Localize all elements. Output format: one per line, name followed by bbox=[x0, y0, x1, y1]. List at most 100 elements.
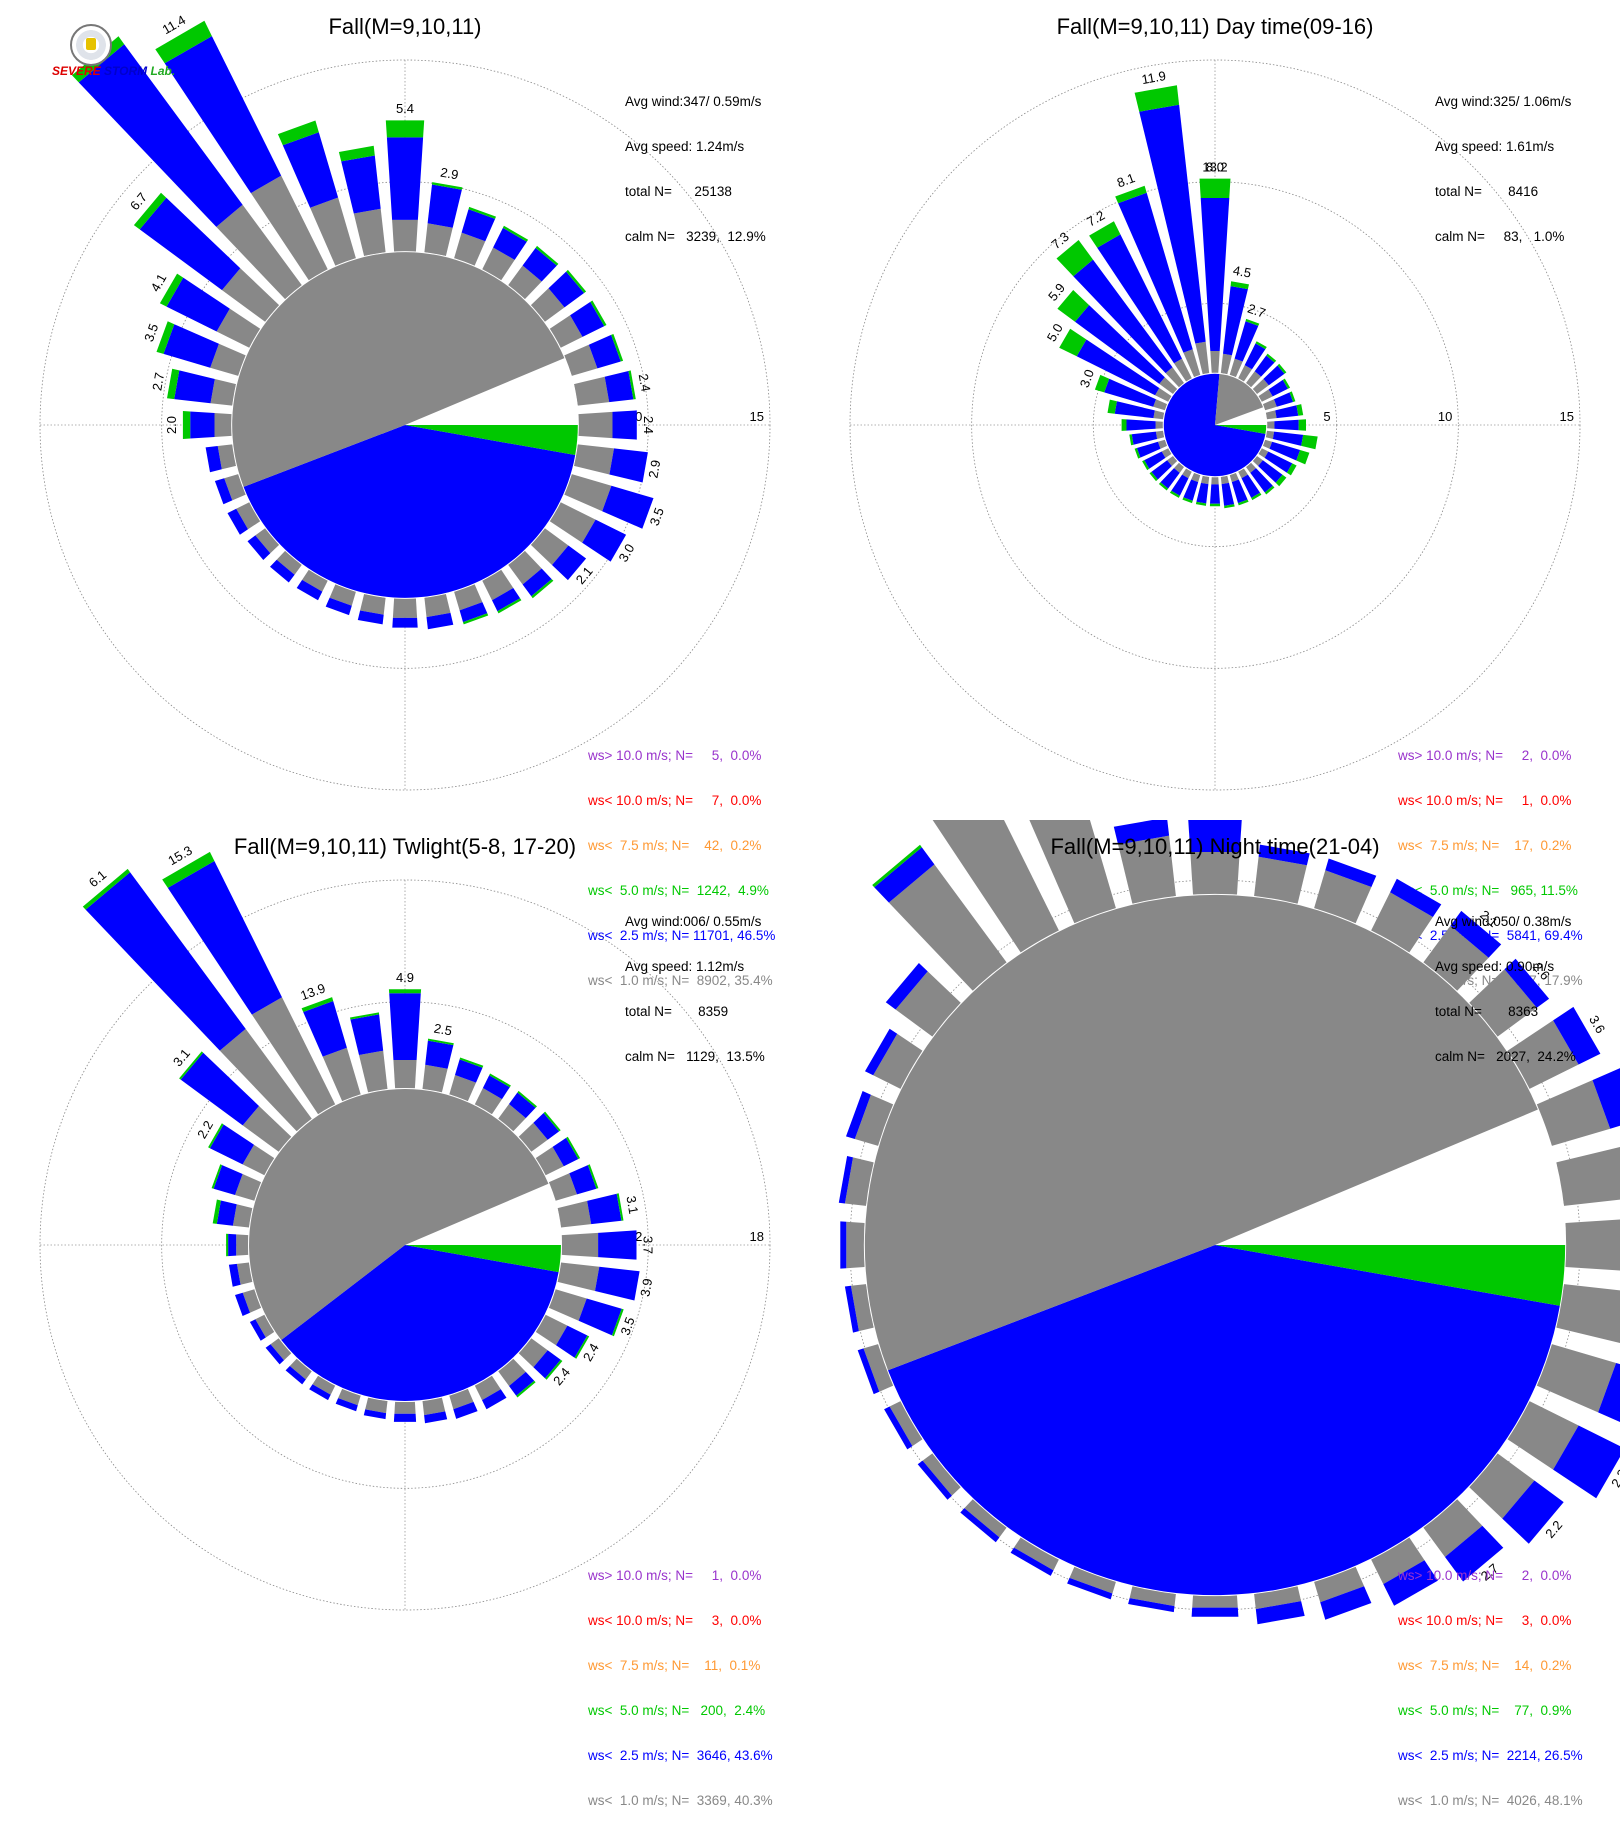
rose-bar-segment bbox=[1200, 179, 1231, 198]
rose-bar-segment bbox=[236, 1234, 248, 1255]
rose-bar-segment bbox=[359, 1051, 388, 1093]
panel-fall-all: 510155.42.92.42.42.93.53.02.12.02.73.54.… bbox=[0, 0, 810, 820]
rose-bar-segment bbox=[393, 1060, 416, 1088]
rose-bar-segment bbox=[341, 156, 381, 214]
avg-wind: Avg wind:006/ 0.55m/s bbox=[625, 914, 765, 929]
bar-value-label: 13.2 bbox=[1202, 160, 1227, 175]
avg-speed: Avg speed: 1.61m/s bbox=[1435, 139, 1571, 154]
bar-value-label: 8.1 bbox=[1115, 170, 1137, 190]
rose-bar-segment bbox=[183, 411, 190, 439]
rose-bar-segment bbox=[174, 370, 215, 403]
bar-value-label: 2.7 bbox=[149, 371, 167, 391]
avg-wind: Avg wind:050/ 0.38m/s bbox=[1435, 914, 1576, 929]
bar-value-label: 6.1 bbox=[86, 867, 109, 890]
panel-fall-twilight: 612184.92.53.13.73.93.52.42.42.23.16.115… bbox=[0, 820, 810, 1640]
rose-bar-segment bbox=[190, 412, 214, 439]
logo-text: SEVERE STORM Lab. bbox=[52, 64, 175, 78]
rose-bar-segment bbox=[394, 1414, 416, 1422]
bar-value-label: 2.4 bbox=[636, 373, 654, 393]
rose-bar-segment bbox=[1210, 351, 1219, 373]
rose-bar-segment bbox=[1196, 483, 1208, 504]
rose-bar-segment bbox=[579, 412, 613, 438]
rose-bar-segment bbox=[424, 223, 452, 256]
rose-bar-segment bbox=[1210, 504, 1220, 507]
bar-value-label: 3.0 bbox=[1077, 367, 1097, 389]
total-n: total N= 8363 bbox=[1435, 1004, 1576, 1019]
stats-box: Avg wind:006/ 0.55m/s Avg speed: 1.12m/s… bbox=[625, 884, 765, 1094]
total-n: total N= 25138 bbox=[625, 184, 766, 199]
avg-speed: Avg speed: 1.24m/s bbox=[625, 139, 766, 154]
rose-bar-segment bbox=[613, 410, 637, 439]
legend-gt10: ws> 10.0 m/s; N= 2, 0.0% bbox=[1398, 748, 1583, 763]
ring-tick-label: 18 bbox=[750, 1229, 764, 1244]
rose-bar-segment bbox=[1132, 432, 1157, 445]
rose-bar-segment bbox=[558, 1263, 600, 1292]
rose-bar-segment bbox=[350, 1014, 383, 1055]
legend-lt10: ws< 10.0 m/s; N= 3, 0.0% bbox=[1398, 1613, 1583, 1628]
bar-value-label: 3.5 bbox=[141, 322, 161, 344]
legend-lt5: ws< 5.0 m/s; N= 77, 0.9% bbox=[1398, 1703, 1583, 1718]
rose-bar-segment bbox=[609, 448, 648, 482]
calm-n: calm N= 2027, 24.2% bbox=[1435, 1049, 1576, 1064]
panel-fall-night: 48123.42.12.63.64.45.94.93.52.72.22.22.7… bbox=[810, 820, 1620, 1640]
bar-value-label: 13.9 bbox=[298, 980, 327, 1003]
rose-bar-segment bbox=[598, 1230, 636, 1259]
bar-value-label: 7.2 bbox=[1084, 207, 1107, 229]
stats-box: Avg wind:050/ 0.38m/s Avg speed: 0.90m/s… bbox=[1435, 884, 1576, 1094]
legend-lt7-5: ws< 7.5 m/s; N= 14, 0.2% bbox=[1398, 1658, 1583, 1673]
bar-value-label: 4.9 bbox=[396, 970, 414, 985]
rose-bar-segment bbox=[1556, 1284, 1620, 1348]
rose-bar-segment bbox=[595, 1267, 640, 1301]
rose-bar-segment bbox=[1274, 392, 1293, 406]
bar-value-label: 11.9 bbox=[1140, 68, 1167, 87]
legend-gt10: ws> 10.0 m/s; N= 2, 0.0% bbox=[1398, 1568, 1583, 1583]
rose-bar-segment bbox=[1210, 484, 1220, 503]
rose-bar-segment bbox=[574, 444, 614, 474]
rose-bar-segment bbox=[1222, 483, 1235, 506]
avg-speed: Avg speed: 0.90m/s bbox=[1435, 959, 1576, 974]
rose-bar-segment bbox=[211, 379, 237, 406]
legend-lt10: ws< 10.0 m/s; N= 7, 0.0% bbox=[588, 793, 775, 808]
bar-value-label: 2.4 bbox=[641, 416, 656, 434]
legend: ws> 10.0 m/s; N= 1, 0.0% ws< 10.0 m/s; N… bbox=[588, 1538, 773, 1838]
avg-wind: Avg wind:347/ 0.59m/s bbox=[625, 94, 766, 109]
bar-value-label: 5.4 bbox=[396, 101, 414, 116]
rose-bar-segment bbox=[1153, 410, 1164, 419]
ring-tick-label: 15 bbox=[1560, 409, 1574, 424]
bar-value-label: 3.5 bbox=[647, 506, 667, 528]
rose-bar-segment bbox=[389, 989, 421, 993]
ring-tick-label: 5 bbox=[1323, 409, 1330, 424]
avg-speed: Avg speed: 1.12m/s bbox=[625, 959, 765, 974]
rose-bar-segment bbox=[1192, 1596, 1238, 1608]
rose-bar-segment bbox=[1275, 405, 1298, 418]
rose-bar-segment bbox=[846, 1222, 864, 1268]
rose-bar-segment bbox=[1266, 410, 1277, 419]
bar-value-label: 5.0 bbox=[1044, 321, 1066, 344]
calm-n: calm N= 1129, 13.5% bbox=[625, 1049, 765, 1064]
legend-lt1: ws< 1.0 m/s; N= 4026, 48.1% bbox=[1398, 1793, 1583, 1808]
rose-bar-segment bbox=[1301, 435, 1318, 449]
rose-bar-segment bbox=[1221, 354, 1232, 374]
rose-bar-segment bbox=[562, 1233, 598, 1257]
rose-bar-segment bbox=[1127, 419, 1156, 430]
bar-value-label: 4.1 bbox=[147, 271, 169, 294]
legend-lt2-5: ws< 2.5 m/s; N= 3646, 43.6% bbox=[588, 1748, 773, 1763]
legend-lt7-5: ws< 7.5 m/s; N= 11, 0.1% bbox=[588, 1658, 773, 1673]
bar-value-label: 2.5 bbox=[433, 1021, 453, 1039]
legend-gt10: ws> 10.0 m/s; N= 5, 0.0% bbox=[588, 748, 775, 763]
ring-tick-label: 10 bbox=[1438, 409, 1452, 424]
rose-bar-segment bbox=[1122, 419, 1127, 431]
rose-bar-segment bbox=[840, 1221, 846, 1268]
rose-bar-segment bbox=[1267, 421, 1274, 428]
bar-value-label: 2.2 bbox=[194, 1118, 216, 1141]
rose-bar-segment bbox=[428, 185, 462, 228]
bar-value-label: 2.7 bbox=[1246, 301, 1268, 321]
rose-bar-segment bbox=[354, 209, 386, 256]
rose-bar-segment bbox=[1566, 1218, 1620, 1272]
rose-bar-segment bbox=[1211, 477, 1218, 484]
rose-bar-segment bbox=[425, 1041, 453, 1069]
legend-lt10: ws< 10.0 m/s; N= 3, 0.0% bbox=[588, 1613, 773, 1628]
rose-bar-segment bbox=[215, 413, 232, 437]
calm-n: calm N= 3239, 12.9% bbox=[625, 229, 766, 244]
